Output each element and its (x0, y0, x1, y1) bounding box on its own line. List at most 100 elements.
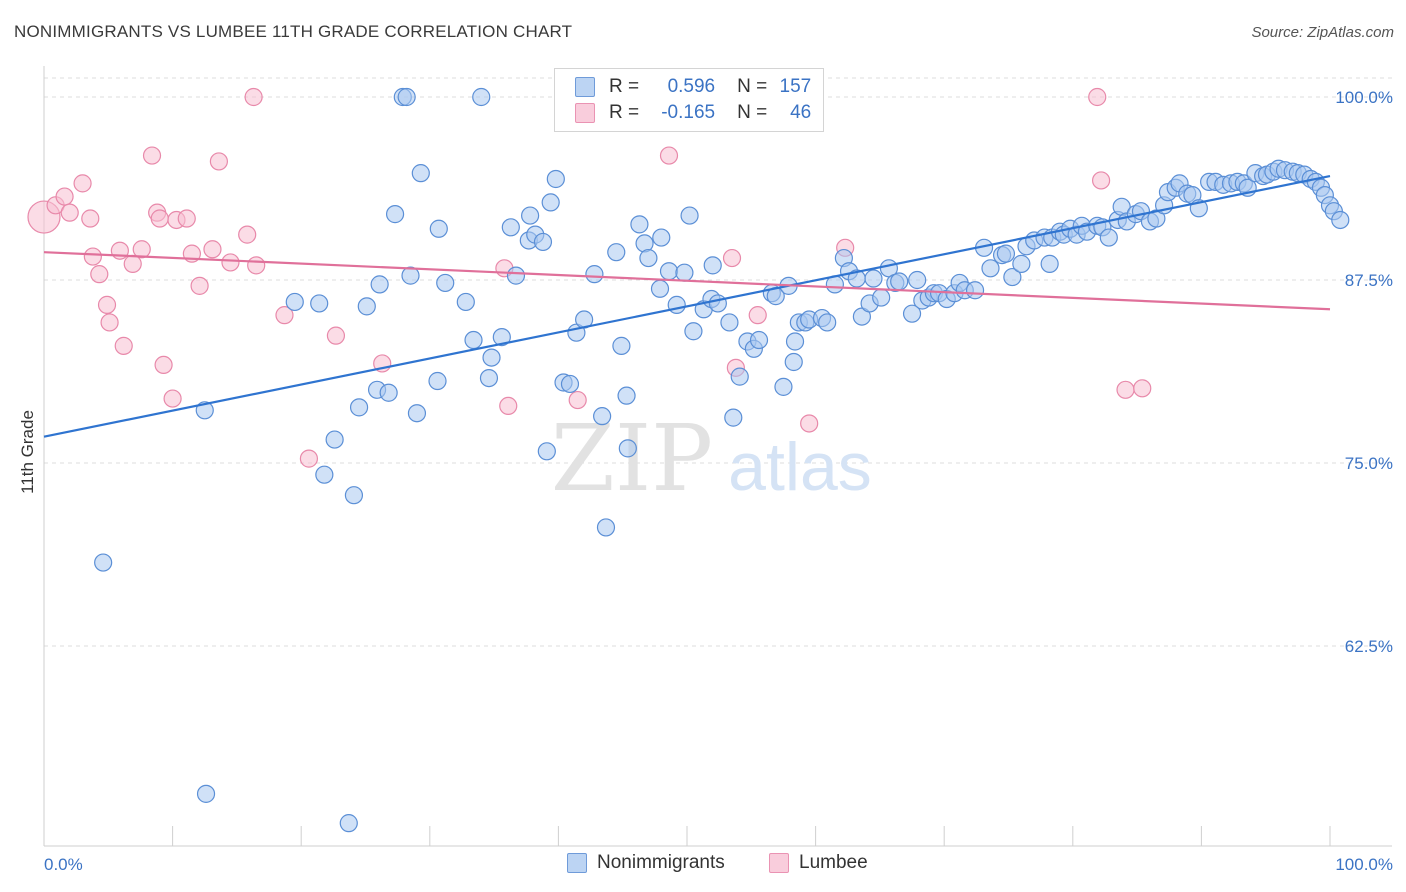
nonimmigrants-point-39 (560, 374, 580, 394)
nonimmigrants-point-71 (774, 377, 793, 396)
lumbee-point-18 (163, 389, 182, 408)
nonimmigrants-point-27 (482, 348, 501, 367)
nonimmigrants-point-3 (285, 292, 304, 312)
lumbee-point-34 (499, 396, 518, 416)
nonimmigrants-point-0 (94, 553, 113, 572)
nonimmigrants-point-73 (784, 352, 803, 372)
nonimmigrants-point-91 (902, 304, 922, 323)
lumbee-point-42 (1088, 87, 1107, 107)
lumbee-point-17 (154, 355, 173, 375)
legend-n-value: 46 (790, 102, 812, 123)
series-legend: Nonimmigrants Lumbee (0, 852, 1406, 876)
nonimmigrants-point-20 (428, 371, 447, 391)
legend-label-lumbee: Lumbee (799, 852, 868, 873)
nonimmigrants-point-46 (612, 336, 631, 355)
watermark-zip: ZIP (551, 405, 713, 512)
nonimmigrants-point-64 (724, 408, 743, 427)
lumbee-point-13 (132, 240, 151, 259)
nonimmigrants-point-111 (1040, 254, 1059, 273)
lumbee-point-14 (142, 146, 162, 165)
axes (43, 66, 1392, 847)
y-tick-label-3: 62.5% (1345, 637, 1393, 656)
nonimmigrants-point-12 (370, 275, 389, 294)
lumbee-point-9 (100, 313, 119, 332)
nonimmigrants-point-57 (680, 206, 699, 225)
nonimmigrants-point-2 (196, 784, 216, 803)
lumbee-point-3 (60, 203, 79, 222)
chart-title: NONIMMIGRANTS VS LUMBEE 11TH GRADE CORRE… (14, 22, 573, 41)
legend-item-nonimmigrants: Nonimmigrants (567, 852, 725, 874)
trend-line-1 (43, 251, 1331, 311)
nonimmigrants-point-58 (684, 322, 703, 341)
nonimmigrants-point-45 (607, 243, 626, 262)
x-tick-label-min: 0.0% (44, 855, 83, 874)
nonimmigrants-point-21 (429, 219, 448, 238)
legend-n-label: N = (737, 102, 768, 123)
legend-r-value: 0.596 (667, 76, 716, 97)
stats-legend: R = 0.596 N = 157 R = -0.165 N = 46 (554, 68, 824, 132)
nonimmigrants-point-44 (596, 518, 616, 537)
nonimmigrants-point-6 (325, 430, 344, 449)
nonimmigrants-point-55 (667, 295, 686, 314)
nonimmigrants-point-16 (397, 87, 416, 107)
lumbee-point-16 (150, 209, 169, 228)
nonimmigrants-point-24 (464, 330, 483, 350)
nonimmigrants-point-8 (344, 486, 364, 505)
nonimmigrants-point-37 (546, 169, 565, 189)
nonimmigrants-point-54 (659, 262, 679, 281)
lumbee-point-6 (83, 247, 102, 266)
watermark-atlas: atlas (728, 429, 872, 505)
nonimmigrants-point-30 (506, 266, 526, 285)
nonimmigrants-point-61 (703, 256, 722, 275)
nonimmigrants-point-92 (908, 270, 927, 290)
lumbee-point-8 (97, 295, 117, 314)
legend-row-nonimmigrants: R = 0.596 N = 157 (575, 74, 811, 100)
lumbee-point-12 (123, 254, 142, 273)
lumbee-point-31 (326, 326, 346, 345)
legend-swatch-pink (575, 103, 595, 123)
nonimmigrants-point-90 (890, 272, 909, 291)
lumbee-point-26 (238, 225, 257, 244)
legend-swatch-pink (769, 853, 789, 873)
lumbee-point-5 (81, 209, 100, 228)
y-tick-label-1: 87.5% (1345, 271, 1393, 290)
nonimmigrants-point-47 (617, 386, 636, 405)
watermark: ZIP atlas (551, 405, 872, 512)
nonimmigrants-point-105 (996, 244, 1016, 263)
nonimmigrants-point-65 (730, 367, 749, 386)
nonimmigrants-point-68 (749, 330, 769, 350)
lumbee-point-35 (568, 390, 587, 410)
nonimmigrants-point-29 (501, 218, 520, 237)
nonimmigrants-point-10 (357, 297, 376, 316)
nonimmigrants-point-19 (411, 164, 430, 183)
lumbee-point-24 (209, 152, 228, 171)
nonimmigrants-point-43 (593, 407, 612, 426)
legend-n-value: 157 (779, 76, 812, 97)
nonimmigrants-point-25 (472, 87, 491, 107)
nonimmigrants-point-53 (652, 228, 671, 247)
nonimmigrants-point-26 (479, 368, 499, 388)
nonimmigrants-point-63 (720, 313, 739, 332)
nonimmigrants-point-22 (436, 273, 455, 293)
lumbee-point-2 (55, 187, 74, 206)
legend-swatch-blue (567, 853, 587, 873)
source-label: Source: ZipAtlas.com (1251, 24, 1394, 41)
nonimmigrants-point-107 (1012, 254, 1031, 273)
nonimmigrants-point-9 (349, 398, 369, 417)
lumbee-point-36 (659, 146, 679, 165)
nonimmigrants-point-106 (1003, 267, 1022, 287)
nonimmigrants-point-23 (456, 292, 475, 312)
nonimmigrants-point-35 (537, 442, 556, 461)
nonimmigrants-point-7 (339, 814, 358, 833)
lumbee-point-11 (114, 336, 133, 355)
lumbee-point-29 (275, 306, 294, 325)
legend-label-nonimmigrants: Nonimmigrants (597, 852, 725, 873)
y-tick-label-0: 100.0% (1335, 88, 1393, 107)
legend-swatch-blue (575, 77, 595, 97)
lumbee-point-23 (203, 240, 222, 259)
nonimmigrants-point-42 (585, 265, 604, 284)
trend-lines (43, 174, 1331, 438)
nonimmigrants-point-14 (385, 205, 405, 224)
y-tick-label-2: 75.0% (1345, 454, 1393, 473)
